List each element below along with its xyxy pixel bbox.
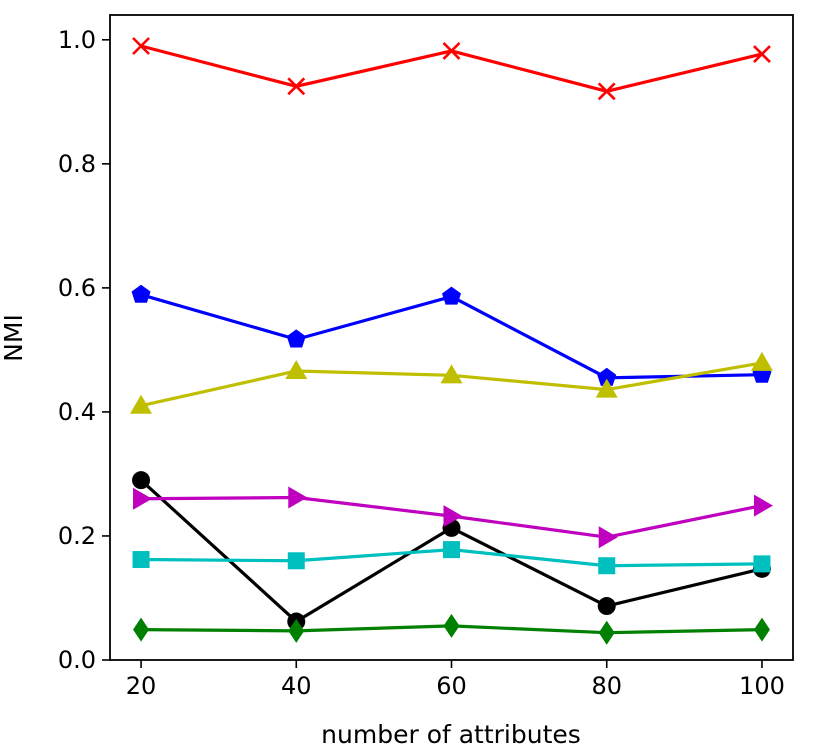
y-tick-label: 0.0 bbox=[58, 646, 96, 674]
data-point bbox=[443, 541, 460, 559]
x-axis-label: number of attributes bbox=[321, 720, 581, 749]
data-point bbox=[597, 367, 617, 386]
data-point bbox=[441, 286, 462, 305]
data-point bbox=[443, 613, 460, 638]
data-point bbox=[598, 557, 616, 575]
data-point bbox=[132, 551, 150, 569]
data-point bbox=[132, 37, 150, 55]
y-tick-label: 0.4 bbox=[58, 398, 96, 426]
series-cyan-square bbox=[132, 541, 771, 575]
y-axis-label: NMI bbox=[0, 314, 28, 362]
axes-layer: 20 40 60 80 100 0.0 0.2 0.4 0.6 0.8 1.0 bbox=[58, 14, 794, 700]
data-point bbox=[443, 505, 463, 528]
y-tick-label: 1.0 bbox=[58, 26, 96, 54]
data-point bbox=[753, 45, 771, 63]
data-point bbox=[131, 284, 151, 303]
data-point bbox=[288, 618, 305, 643]
data-point bbox=[442, 42, 461, 60]
data-point bbox=[595, 378, 618, 398]
data-point bbox=[753, 555, 771, 573]
data-point bbox=[440, 364, 463, 384]
data-point bbox=[287, 552, 305, 570]
x-tick-label: 20 bbox=[126, 672, 157, 700]
data-point bbox=[598, 620, 615, 645]
series-magenta-triangle bbox=[133, 486, 773, 549]
x-tick-label: 40 bbox=[281, 672, 312, 700]
data-point bbox=[750, 351, 773, 371]
y-tick-label: 0.8 bbox=[58, 150, 96, 178]
data-point bbox=[130, 394, 153, 414]
y-tick-label: 0.2 bbox=[58, 522, 96, 550]
data-point bbox=[286, 329, 306, 348]
data-point bbox=[598, 526, 618, 549]
series-green-diamond bbox=[133, 613, 770, 645]
data-point bbox=[133, 487, 153, 510]
data-point bbox=[132, 471, 151, 490]
series-blue-pentagon bbox=[131, 284, 772, 386]
series-black-circle bbox=[132, 471, 771, 631]
series-layer bbox=[130, 37, 773, 645]
x-tick-label: 60 bbox=[436, 672, 467, 700]
data-point bbox=[287, 77, 306, 96]
series-red-x bbox=[132, 37, 771, 101]
data-point bbox=[597, 597, 616, 616]
data-point bbox=[288, 486, 308, 509]
data-point bbox=[285, 359, 308, 379]
data-point bbox=[753, 617, 770, 642]
x-tick-label: 100 bbox=[739, 672, 785, 700]
y-tick-label: 0.6 bbox=[58, 274, 96, 302]
series-yellow-triangle bbox=[130, 351, 773, 414]
data-point bbox=[597, 82, 616, 101]
x-tick-label: 80 bbox=[591, 672, 622, 700]
data-point bbox=[133, 617, 150, 642]
data-point bbox=[753, 494, 773, 517]
